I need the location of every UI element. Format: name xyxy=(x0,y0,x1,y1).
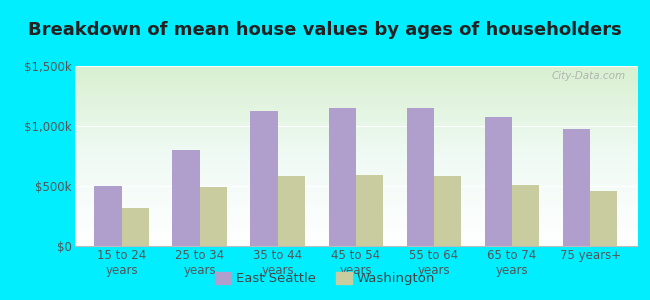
Bar xyxy=(407,108,434,246)
Text: Breakdown of mean house values by ages of householders: Breakdown of mean house values by ages o… xyxy=(28,21,622,39)
Bar xyxy=(122,208,149,246)
Bar xyxy=(512,185,540,246)
Bar xyxy=(172,150,200,246)
Bar xyxy=(278,176,305,246)
Bar xyxy=(590,191,618,246)
Legend: East Seattle, Washington: East Seattle, Washington xyxy=(209,266,441,290)
Bar xyxy=(563,129,590,246)
Text: City-Data.com: City-Data.com xyxy=(552,71,626,81)
Bar xyxy=(485,117,512,246)
Bar xyxy=(200,187,227,246)
Bar xyxy=(356,175,384,246)
Bar xyxy=(328,108,356,246)
Bar xyxy=(94,186,122,246)
Bar xyxy=(434,176,462,246)
Bar xyxy=(250,111,278,246)
